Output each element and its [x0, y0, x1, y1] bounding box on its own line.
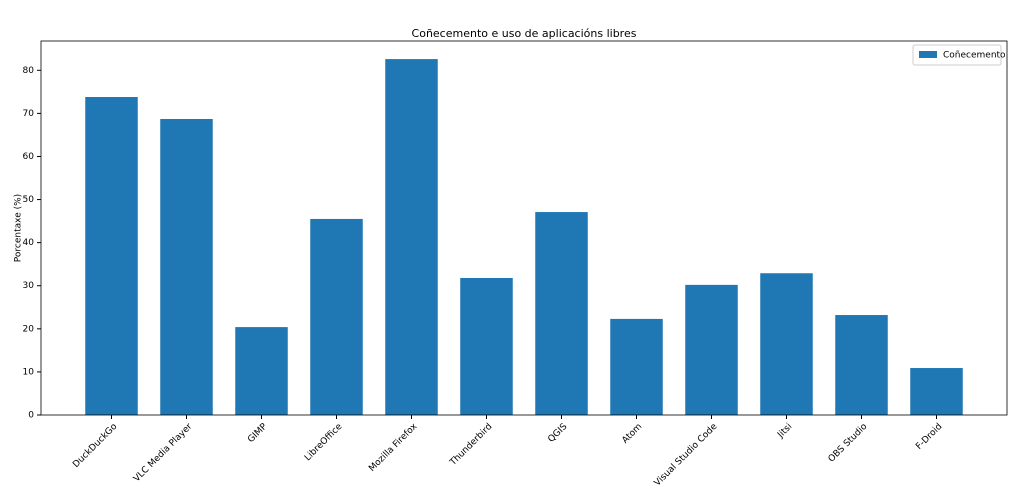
bar	[310, 218, 363, 415]
y-tick-label: 40	[23, 238, 35, 248]
x-tick-label: DuckDuckGo	[71, 421, 119, 469]
chart-title: Coñecemento e uso de aplicacións libres	[412, 27, 637, 40]
x-tick-label: LibreOffice	[303, 421, 345, 463]
x-tick-label: Mozilla Firefox	[367, 421, 420, 474]
x-tick-label: Visual Studio Code	[653, 421, 720, 488]
y-axis-label: Porcentaxe (%)	[14, 194, 24, 262]
y-tick-label: 20	[23, 324, 35, 334]
x-tick-label: QGIS	[546, 422, 569, 445]
bar	[835, 315, 888, 415]
x-tick-label: OBS Studio	[827, 421, 870, 464]
bar	[460, 277, 513, 415]
bar	[160, 118, 213, 416]
bar	[385, 59, 438, 416]
plot-frame	[40, 40, 1008, 416]
y-tick-label: 30	[23, 281, 35, 291]
bar	[535, 212, 588, 415]
x-tick-label: Thunderbird	[448, 422, 495, 469]
y-tick-label: 60	[23, 152, 35, 162]
x-tick-label: Atom	[620, 422, 644, 446]
y-tick-label: 70	[23, 109, 35, 119]
y-tick-label: 50	[23, 195, 35, 205]
legend-swatch	[919, 51, 937, 58]
bar	[685, 284, 738, 415]
x-tick-label: Jitsi	[775, 422, 794, 441]
x-tick-label: VLC Media Player	[132, 422, 195, 485]
bar	[760, 273, 813, 415]
bar	[85, 97, 138, 415]
x-tick-label: GIMP	[246, 421, 270, 445]
legend-box	[912, 44, 1002, 66]
bar	[910, 368, 963, 415]
x-tick-label: F-Droid	[914, 422, 944, 452]
bar	[610, 318, 663, 415]
y-tick-label: 0	[28, 411, 34, 421]
y-tick-label: 80	[23, 66, 35, 76]
bar	[235, 327, 288, 415]
legend-label: Coñecemento	[943, 51, 1006, 61]
y-tick-label: 10	[23, 367, 35, 377]
